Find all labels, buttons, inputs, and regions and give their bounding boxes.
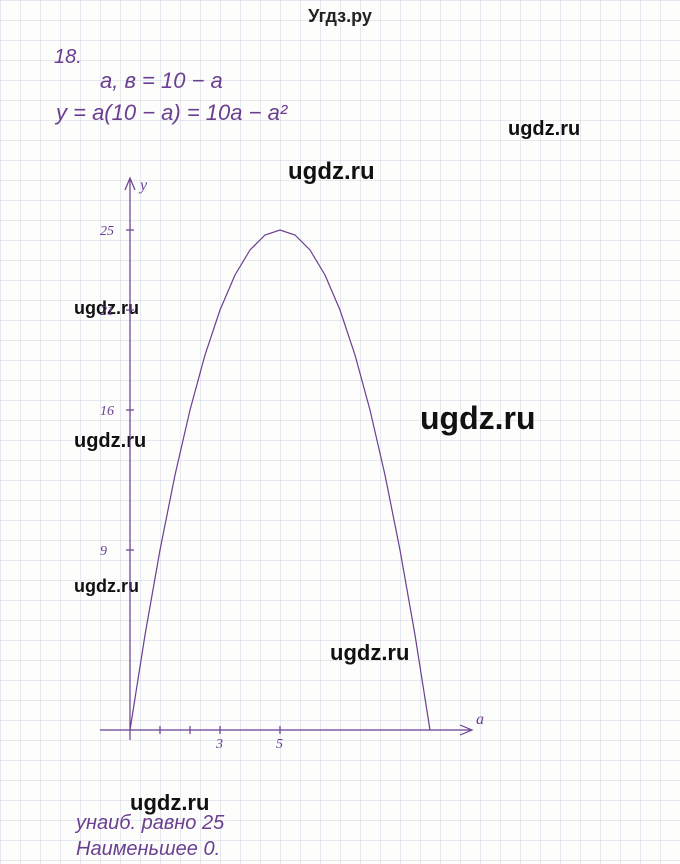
watermark: ugdz.ru (508, 118, 580, 141)
watermark: ugdz.ru (130, 790, 209, 816)
svg-text:16: 16 (100, 404, 114, 419)
problem-number: 18. (54, 46, 82, 69)
chart-svg: ya359162125 (60, 150, 480, 770)
svg-text:a: a (476, 711, 484, 728)
svg-text:5: 5 (276, 737, 283, 752)
problem-line-2: y = a(10 − a) = 10a − a² (56, 100, 287, 126)
svg-text:y: y (138, 177, 148, 194)
answer-line-2: Наименьшее 0. (76, 838, 220, 861)
site-title: Угдз.ру (308, 6, 372, 27)
problem-line-1: a, в = 10 − a (100, 68, 223, 94)
svg-text:25: 25 (100, 224, 114, 239)
svg-text:3: 3 (215, 737, 223, 752)
parabola-chart: ya359162125 (60, 150, 480, 770)
svg-text:9: 9 (100, 544, 107, 559)
svg-text:21: 21 (100, 304, 114, 319)
